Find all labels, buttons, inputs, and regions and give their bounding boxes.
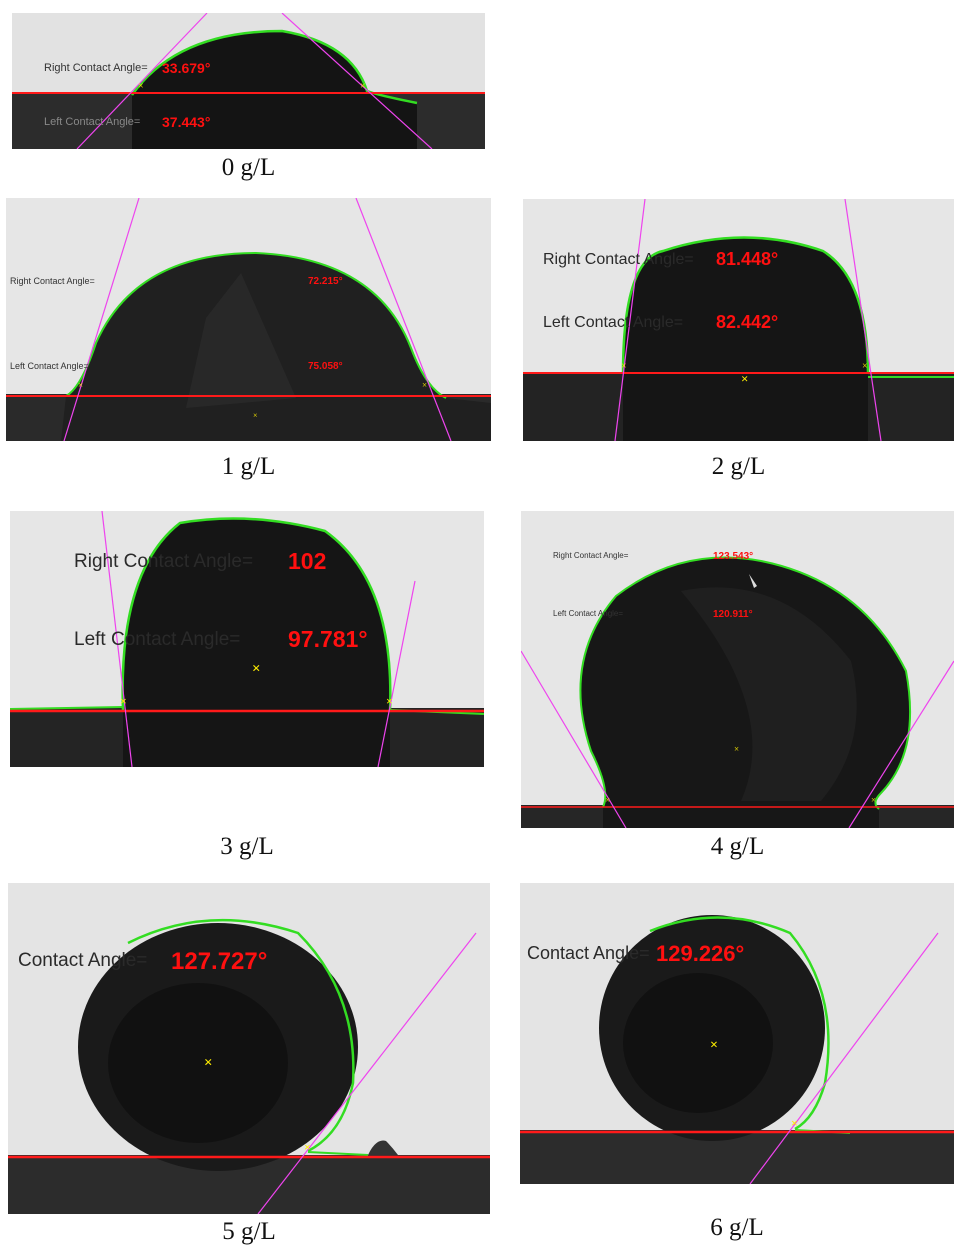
center-marker: × <box>734 744 739 754</box>
right-tangent <box>844 199 882 441</box>
left-angle-value: 97.781° <box>288 626 368 652</box>
left-tangent <box>521 650 627 828</box>
left-tangent <box>76 13 208 149</box>
contact-angle-value: 127.727° <box>171 948 267 975</box>
panel-6gl: × × Contact Angle= 129.226° <box>520 883 954 1184</box>
right-angle-label: Right Contact Angle= <box>553 551 629 560</box>
right-angle-value: 123.543° <box>713 551 753 562</box>
contact-marker: × <box>78 380 83 390</box>
left-angle-value: 37.443° <box>162 114 210 130</box>
caption-0gl: 0 g/L <box>221 154 276 181</box>
right-tangent <box>355 198 452 441</box>
fit-outline <box>621 236 870 375</box>
left-tangent <box>63 198 140 441</box>
contact-marker: × <box>871 795 876 805</box>
center-marker: × <box>253 411 258 420</box>
droplet-image-0gl: × × Right Contact Angle= 33.679° Left Co… <box>12 13 485 149</box>
droplet-image-1gl: × × × Right Contact Angle= 72.215° Left … <box>6 198 491 441</box>
fit-outline <box>579 556 912 810</box>
droplet-image-6gl: × × Contact Angle= 129.226° <box>520 883 954 1184</box>
right-tangent <box>848 660 954 828</box>
droplet-image-5gl: × × Contact Angle= 127.727° <box>8 883 490 1214</box>
fit-outline <box>127 918 355 1153</box>
center-marker: × <box>252 661 261 677</box>
caption-3gl: 3 g/L <box>220 833 274 860</box>
droplet-shape <box>623 237 868 441</box>
right-angle-value: 102 <box>288 548 326 574</box>
left-angle-label: Left Contact Angle= <box>44 116 140 128</box>
left-angle-value: 75.058° <box>308 361 343 372</box>
fit-outline <box>121 517 392 712</box>
contact-marker: × <box>791 1116 798 1130</box>
panel-3gl: × × × Right Contact Angle= 102 Left Cont… <box>10 511 484 767</box>
contact-angle-label: Contact Angle= <box>18 950 147 971</box>
caption-2gl: 2 g/L <box>711 453 766 480</box>
right-angle-value: 81.448° <box>716 249 778 269</box>
arrow-icon <box>749 574 757 588</box>
right-angle-label: Right Contact Angle= <box>10 276 95 286</box>
droplet-shape <box>122 518 391 767</box>
caption-4gl: 4 g/L <box>710 833 765 860</box>
caption-5gl: 5 g/L <box>222 1218 276 1245</box>
panel-1gl: × × × Right Contact Angle= 72.215° Left … <box>6 198 491 441</box>
contact-marker: × <box>422 380 427 390</box>
fit-outline <box>65 251 447 399</box>
center-marker: × <box>710 1038 718 1053</box>
panel-2gl: × × × Right Contact Angle= 81.448° Left … <box>523 199 954 441</box>
contact-angle-label: Contact Angle= <box>527 943 650 963</box>
contact-marker: × <box>120 694 127 708</box>
contact-marker: × <box>386 694 393 708</box>
left-tangent <box>614 199 646 441</box>
droplet-shape <box>132 31 417 149</box>
contact-angle-value: 129.226° <box>656 941 744 966</box>
left-angle-value: 82.442° <box>716 312 778 332</box>
left-angle-value: 120.911° <box>713 609 753 620</box>
tangent <box>257 932 477 1214</box>
left-tangent <box>101 511 133 767</box>
tangent <box>749 932 939 1184</box>
contact-marker: × <box>621 361 627 372</box>
contact-marker: × <box>605 795 610 805</box>
fit-outline <box>649 916 830 1131</box>
center-marker: × <box>741 371 748 386</box>
contact-marker: × <box>862 361 868 372</box>
right-angle-label: Right Contact Angle= <box>543 251 694 268</box>
right-tangent <box>281 13 433 149</box>
droplet-image-3gl: × × × Right Contact Angle= 102 Left Cont… <box>10 511 484 767</box>
caption-6gl: 6 g/L <box>710 1214 764 1241</box>
droplet-image-4gl: × × × Right Contact Angle= 123.543° Left… <box>521 511 954 828</box>
left-angle-label: Left Contact Angle= <box>10 361 89 371</box>
right-angle-label: Right Contact Angle= <box>74 551 253 572</box>
contact-marker: × <box>138 81 144 92</box>
right-angle-label: Right Contact Angle= <box>44 62 148 74</box>
left-angle-label: Left Contact Angle= <box>74 629 240 650</box>
right-angle-value: 72.215° <box>308 276 343 287</box>
left-angle-label: Left Contact Angle= <box>543 314 683 331</box>
caption-1gl: 1 g/L <box>221 453 276 480</box>
droplet-image-2gl: × × × Right Contact Angle= 81.448° Left … <box>523 199 954 441</box>
right-angle-value: 33.679° <box>162 60 210 76</box>
panel-4gl: × × × Right Contact Angle= 123.543° Left… <box>521 511 954 828</box>
left-angle-label: Left Contact Angle= <box>553 609 623 618</box>
right-tangent <box>377 580 416 767</box>
center-marker: × <box>204 1055 213 1071</box>
panel-5gl: × × Contact Angle= 127.727° <box>8 883 490 1214</box>
droplet-shape <box>61 253 491 441</box>
panel-0gl: × × Right Contact Angle= 33.679° Left Co… <box>12 13 485 149</box>
contact-marker: × <box>360 81 366 92</box>
contact-marker: × <box>304 1140 311 1154</box>
